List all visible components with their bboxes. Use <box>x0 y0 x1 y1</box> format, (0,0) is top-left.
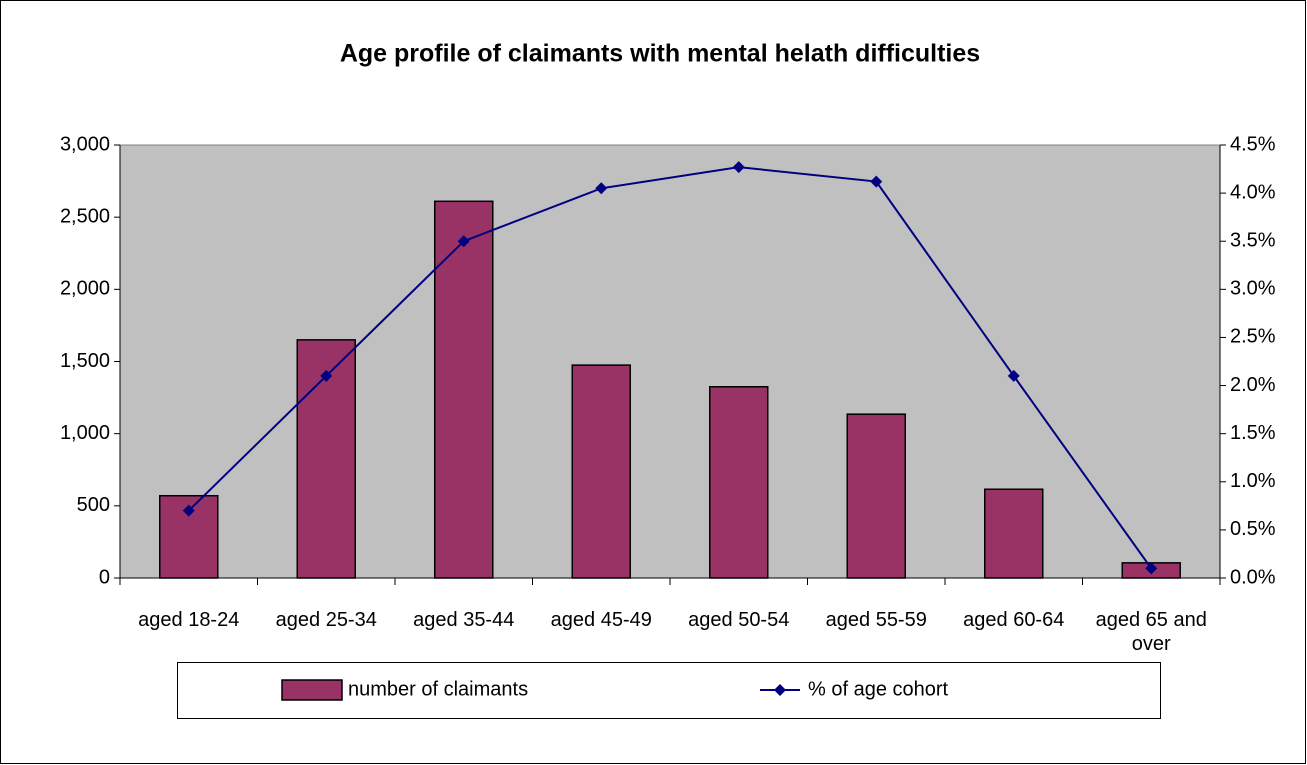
line-marker <box>457 235 470 248</box>
y-tick-label: 2,000 <box>60 278 110 300</box>
x-tick-label: aged 25-34 <box>275 609 377 631</box>
y-tick-label: 1,500 <box>60 350 110 372</box>
plot-area <box>119 144 1221 579</box>
y2-tick-label: 4.5% <box>1230 133 1276 155</box>
line-marker <box>1145 562 1158 575</box>
line-marker <box>1007 369 1020 382</box>
line-marker <box>595 182 608 195</box>
line-marker <box>732 161 745 174</box>
y-tick-label: 500 <box>77 494 110 516</box>
bar <box>434 200 494 579</box>
x-tick-label: aged 65 and over <box>1095 609 1207 655</box>
bar <box>571 364 631 579</box>
y2-tick-label: 4.0% <box>1230 181 1276 203</box>
line <box>188 166 1153 569</box>
y2-tick-label: 1.0% <box>1230 470 1276 492</box>
legend-swatch <box>281 679 343 701</box>
bar <box>709 386 769 579</box>
y2-tick-label: 3.5% <box>1230 230 1276 252</box>
x-tick-label: aged 45-49 <box>550 609 652 631</box>
y-tick-label: 2,500 <box>60 205 110 227</box>
y-tick-label: 0 <box>99 566 110 588</box>
line-marker <box>182 504 195 517</box>
line-marker <box>870 175 883 188</box>
x-tick-label: aged 60-64 <box>963 609 1065 631</box>
y2-tick-label: 2.0% <box>1230 374 1276 396</box>
bar <box>846 413 906 579</box>
x-tick-label: aged 18-24 <box>138 609 240 631</box>
chart-title: Age profile of claimants with mental hel… <box>340 40 980 68</box>
y2-tick-label: 2.5% <box>1230 326 1276 348</box>
y-tick-label: 3,000 <box>60 133 110 155</box>
x-tick-label: aged 55-59 <box>825 609 927 631</box>
y2-tick-label: 3.0% <box>1230 278 1276 300</box>
x-tick-label: aged 50-54 <box>688 609 790 631</box>
legend-label: % of age cohort <box>808 678 949 700</box>
y2-tick-label: 1.5% <box>1230 422 1276 444</box>
x-tick-label: aged 35-44 <box>413 609 515 631</box>
y-tick-label: 1,000 <box>60 422 110 444</box>
y2-tick-label: 0.5% <box>1230 518 1276 540</box>
legend-marker <box>774 684 786 696</box>
bar <box>984 488 1044 579</box>
line-marker <box>320 369 333 382</box>
y2-tick-label: 0.0% <box>1230 566 1276 588</box>
legend-label: number of claimants <box>348 678 528 700</box>
